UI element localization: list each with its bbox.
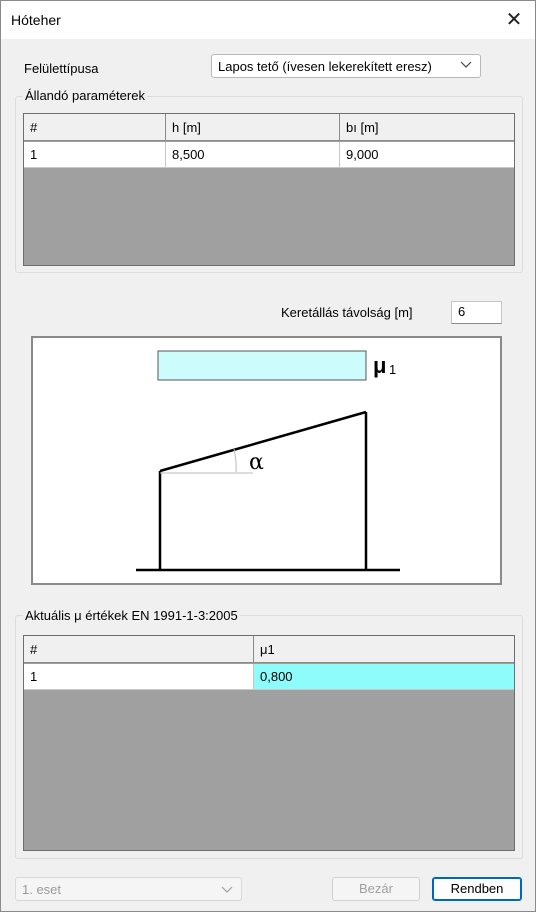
table-row[interactable]: 1 0,800 bbox=[24, 664, 514, 690]
row-index: 1 bbox=[24, 142, 166, 167]
row-index: 1 bbox=[24, 664, 254, 689]
surface-type-select[interactable]: Lapos tető (ívesen lekerekített eresz) bbox=[211, 54, 481, 78]
b-value-cell[interactable]: 9,000 bbox=[346, 147, 379, 162]
fixed-params-table[interactable]: # h [m] bı [m] 1 8,500 9,000 bbox=[23, 113, 515, 266]
mu-values-table[interactable]: # μ1 1 0,800 bbox=[23, 635, 515, 851]
case-select-value: 1. eset bbox=[22, 882, 62, 897]
mu-symbol: μ bbox=[373, 353, 386, 378]
table-header: # h [m] bı [m] bbox=[24, 114, 514, 141]
angle-arc bbox=[233, 448, 237, 473]
roof-diagram: μ 1 α bbox=[31, 336, 502, 585]
chevron-down-icon bbox=[460, 61, 472, 68]
close-icon[interactable]: ✕ bbox=[505, 9, 523, 31]
h-value-cell[interactable]: 8,500 bbox=[166, 142, 340, 167]
fixed-params-group bbox=[15, 96, 523, 273]
fixed-params-title: Állandó paraméterek bbox=[23, 88, 147, 103]
frame-spacing-label: Keretállás távolság [m] bbox=[281, 305, 413, 320]
column-header-index: # bbox=[24, 114, 166, 140]
column-header-h[interactable]: h [m] bbox=[166, 114, 340, 140]
roof-line bbox=[159, 410, 367, 473]
chevron-down-icon bbox=[221, 886, 233, 893]
table-header: # μ1 bbox=[24, 636, 514, 663]
close-button[interactable]: Bezár bbox=[332, 877, 420, 901]
mu1-value-cell[interactable]: 0,800 bbox=[254, 664, 514, 689]
window-title: Hóteher bbox=[11, 12, 61, 28]
column-header-b[interactable]: bı [m] bbox=[346, 120, 379, 135]
frame-spacing-input[interactable]: 6 bbox=[451, 301, 502, 324]
snow-load-rect bbox=[157, 350, 367, 381]
column-header-index: # bbox=[24, 636, 254, 662]
ok-button[interactable]: Rendben bbox=[432, 877, 522, 901]
alpha-symbol: α bbox=[249, 450, 264, 475]
mu-subscript: 1 bbox=[389, 362, 396, 377]
mu-values-group bbox=[15, 615, 523, 859]
table-row[interactable]: 1 8,500 9,000 bbox=[24, 142, 514, 168]
case-select[interactable]: 1. eset bbox=[15, 877, 242, 901]
mu-values-title: Aktuális μ értékek EN 1991-1-3:2005 bbox=[23, 608, 240, 623]
surface-type-value: Lapos tető (ívesen lekerekített eresz) bbox=[218, 59, 432, 74]
roof-diagram-svg: μ 1 α bbox=[136, 350, 400, 572]
column-header-mu1[interactable]: μ1 bbox=[260, 642, 275, 657]
surface-type-label: Felülettípusa bbox=[24, 61, 99, 76]
title-bar: Hóteher ✕ bbox=[1, 1, 535, 39]
